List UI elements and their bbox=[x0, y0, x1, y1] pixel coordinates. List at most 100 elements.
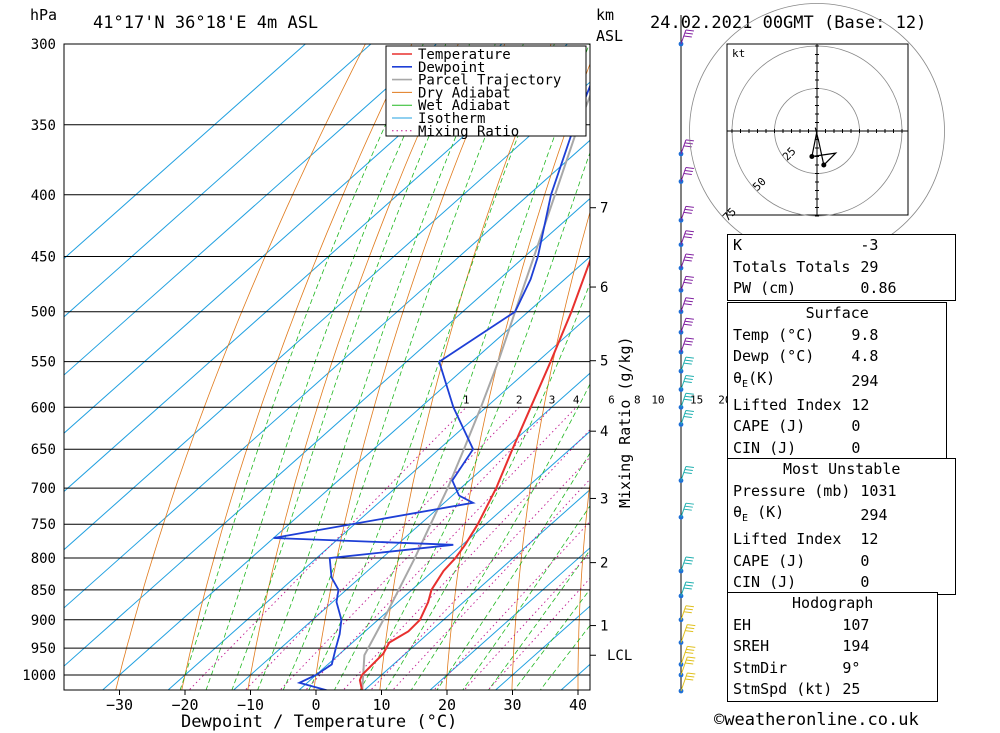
wind-barb-flag bbox=[684, 340, 693, 343]
km-unit-label: km bbox=[596, 6, 614, 24]
wind-barb bbox=[680, 356, 687, 372]
wind-barb-flag bbox=[685, 409, 694, 412]
isotherm-line bbox=[64, 44, 307, 260]
wind-barb-flag bbox=[685, 556, 694, 559]
wind-barb-flag bbox=[684, 412, 693, 415]
wind-barb bbox=[680, 556, 687, 572]
surface-row: CIN (J) 0 bbox=[728, 438, 946, 460]
most-unstable-label: CAPE (J) bbox=[733, 551, 806, 570]
mixing-ratio-line bbox=[244, 406, 520, 690]
wet-adiabat-line bbox=[257, 44, 496, 690]
wind-barb-flag bbox=[684, 378, 693, 381]
wind-barb-flag bbox=[685, 662, 694, 665]
axis-labels: 3003504004505005506006507007508008509009… bbox=[22, 37, 754, 714]
hodograph-unit-label: kt bbox=[732, 47, 745, 60]
wind-barb-flag bbox=[687, 645, 696, 648]
hodograph-stat-label: StmDir bbox=[733, 658, 788, 677]
hodograph-stat-value: 9° bbox=[842, 658, 861, 677]
mixing-ratio-line bbox=[433, 520, 590, 690]
isotherm-line bbox=[101, 256, 590, 690]
wind-barb-flag bbox=[685, 29, 694, 32]
datetime-title: 24.02.2021 00GMT (Base: 12) bbox=[650, 13, 926, 33]
pressure-tick-label: 700 bbox=[31, 481, 56, 497]
temperature-tick-label: −20 bbox=[171, 696, 198, 714]
most-unstable-row: CAPE (J) 0 bbox=[728, 551, 955, 573]
surface-panel: Surface Temp (°C) 9.8 Dewp (°C) 4.8 θE(K) 294… bbox=[727, 302, 948, 460]
mixing-ratio-label: 3 bbox=[549, 393, 556, 406]
legend-label: Dry Adiabat bbox=[418, 85, 511, 101]
wind-barb-flag bbox=[685, 581, 694, 584]
hodograph-stat-value: 194 bbox=[842, 637, 870, 656]
wind-barb-flag bbox=[685, 205, 694, 208]
height-tick-label: 7 bbox=[600, 201, 608, 217]
wind-barb-flag bbox=[684, 395, 693, 398]
most-unstable-row: CIN (J) 0 bbox=[728, 572, 955, 594]
index-value: 0.86 bbox=[860, 279, 897, 298]
surface-value: 0 bbox=[851, 438, 861, 457]
wind-barb-flag bbox=[685, 337, 694, 340]
dewpoint-profile bbox=[273, 83, 590, 690]
temperature-tick-label: −10 bbox=[237, 696, 264, 714]
wind-barb-flag bbox=[683, 259, 692, 262]
wind-barb-flag bbox=[685, 502, 694, 505]
dry-adiabat-line bbox=[994, 8, 1000, 706]
surface-label: θE(K) bbox=[733, 368, 776, 390]
mixing-ratio-line bbox=[188, 406, 467, 690]
wet-adiabat-line bbox=[436, 452, 590, 690]
wind-barb bbox=[680, 503, 687, 518]
wind-barb bbox=[680, 167, 687, 182]
height-tick-label: 6 bbox=[600, 280, 608, 296]
wind-barb-flag bbox=[684, 505, 693, 508]
mixing-ratio-label: 2 bbox=[516, 393, 523, 406]
wind-barb-flag bbox=[685, 356, 694, 359]
most-unstable-value: 0 bbox=[860, 573, 870, 592]
hodograph-stat-row: StmSpd (kt) 25 bbox=[728, 679, 937, 701]
surface-panel-title: Surface bbox=[805, 304, 869, 323]
wet-adiabat-line bbox=[462, 505, 590, 690]
most-unstable-value: 0 bbox=[860, 551, 870, 570]
hodograph-stat-label: StmSpd (kt) bbox=[733, 680, 833, 699]
surface-value: 9.8 bbox=[851, 325, 879, 344]
wind-barb-flag bbox=[684, 584, 693, 587]
wind-barb-flag bbox=[683, 303, 692, 306]
wind-barb-flag bbox=[684, 256, 693, 259]
dry-adiabat-line bbox=[379, 44, 552, 690]
temperature-profile bbox=[358, 257, 590, 690]
wind-barb bbox=[680, 375, 687, 390]
wind-barb-flag bbox=[684, 608, 693, 611]
surface-value: 0 bbox=[851, 417, 861, 436]
most-unstable-value: 1031 bbox=[860, 481, 897, 500]
wind-barb-flag bbox=[683, 415, 692, 418]
wind-barb-flag bbox=[687, 624, 696, 627]
credit-text[interactable]: ©weatheronline.co.uk bbox=[714, 710, 919, 730]
most-unstable-label: Lifted Index bbox=[733, 530, 842, 549]
wind-barb bbox=[680, 581, 687, 597]
hodograph-point bbox=[821, 162, 827, 168]
wind-barb bbox=[680, 337, 687, 353]
isotherm-line bbox=[64, 139, 590, 609]
parcel-trajectory-profile bbox=[361, 93, 590, 690]
hodograph-trace bbox=[811, 127, 838, 167]
hodograph-stat-row: StmDir 9° bbox=[728, 658, 937, 680]
most-unstable-value: 294 bbox=[860, 506, 888, 524]
mixing-ratio-label: 4 bbox=[573, 393, 580, 406]
pressure-tick-label: 900 bbox=[31, 613, 56, 629]
wind-barb-flag bbox=[684, 142, 693, 145]
wind-barb bbox=[680, 393, 687, 408]
pressure-tick-label: 550 bbox=[31, 355, 56, 371]
index-value: -3 bbox=[860, 236, 879, 255]
dry-adiabat-line bbox=[577, 479, 590, 690]
wind-barb-flag bbox=[683, 587, 692, 590]
pressure-tick-label: 750 bbox=[31, 517, 56, 533]
wind-barb-flag bbox=[683, 211, 692, 214]
wind-barb-flag bbox=[686, 659, 695, 662]
wind-barb-flag bbox=[685, 230, 694, 233]
temperature-tick-label: 20 bbox=[438, 696, 456, 714]
most-unstable-value: 12 bbox=[860, 530, 879, 549]
surface-label: CIN (J) bbox=[733, 438, 797, 457]
pressure-tick-label: 1000 bbox=[22, 668, 56, 684]
wind-barb bbox=[680, 276, 687, 291]
wind-barb-flag bbox=[683, 173, 692, 176]
mixing-ratio-label: 15 bbox=[690, 393, 703, 406]
surface-row: θE(K) 294 bbox=[728, 368, 946, 395]
